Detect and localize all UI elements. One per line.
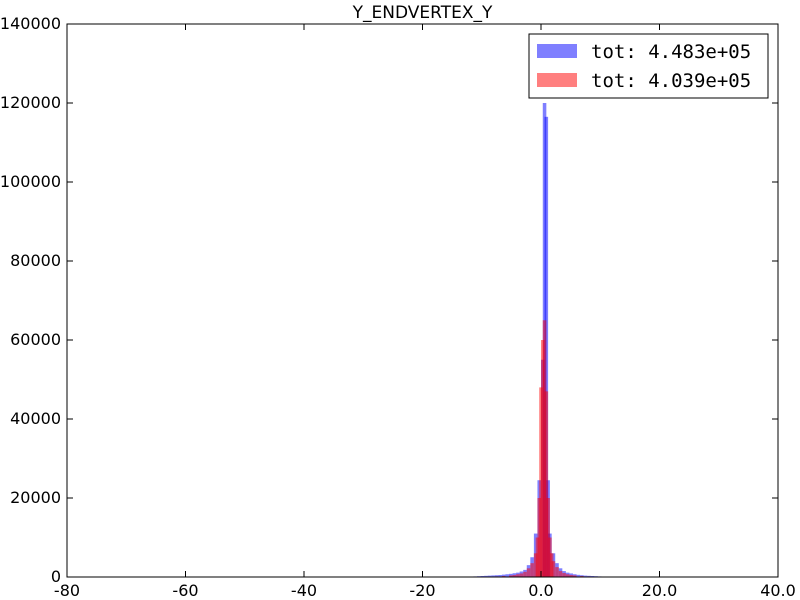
histogram-bar bbox=[569, 575, 573, 577]
legend: tot: 4.483e+05 tot: 4.039e+05 bbox=[528, 33, 769, 99]
legend-label: tot: 4.039e+05 bbox=[591, 70, 751, 92]
histogram-bar bbox=[544, 391, 549, 577]
histogram-bar bbox=[562, 573, 566, 577]
x-tick-label: 20.0 bbox=[642, 581, 678, 600]
y-tick-label: 20000 bbox=[10, 488, 61, 507]
histogram-bar bbox=[509, 575, 513, 577]
legend-label: tot: 4.483e+05 bbox=[591, 41, 751, 63]
histogram-bar bbox=[576, 574, 581, 577]
histogram-bar bbox=[484, 575, 488, 577]
histogram-bar bbox=[501, 574, 506, 577]
y-tick-label: 60000 bbox=[10, 330, 61, 349]
histogram-bar bbox=[535, 537, 540, 577]
histogram-bar bbox=[583, 575, 588, 577]
chart-title: Y_ENDVERTEX_Y bbox=[352, 3, 493, 23]
y-tick-label: 140000 bbox=[0, 14, 61, 33]
axis-ticks: -80 -60 -40 -20 0.0 20.0 40.0 0 20000 40000 60000 8… bbox=[0, 14, 796, 600]
histogram-bar bbox=[541, 340, 545, 577]
legend-swatch bbox=[537, 73, 577, 87]
x-tick-label: -20 bbox=[409, 581, 435, 600]
x-tick-label: 40.0 bbox=[760, 581, 796, 600]
histogram-bar bbox=[555, 567, 559, 578]
histogram-bar bbox=[558, 571, 563, 577]
bars-layer bbox=[473, 103, 605, 578]
histogram-bar bbox=[491, 575, 495, 577]
y-tick-label: 80000 bbox=[10, 251, 61, 270]
histogram-bar bbox=[526, 568, 531, 577]
legend-swatch bbox=[537, 44, 577, 58]
x-tick-label: 0.0 bbox=[528, 581, 553, 600]
histogram-bar bbox=[519, 573, 524, 577]
histogram-bar bbox=[498, 575, 502, 577]
x-tick-label: -80 bbox=[54, 581, 80, 600]
histogram-bar bbox=[523, 571, 527, 577]
histogram-bar bbox=[487, 575, 492, 577]
y-tick-label: 120000 bbox=[0, 93, 61, 112]
series-1 bbox=[487, 320, 598, 578]
y-tick-label: 100000 bbox=[0, 172, 61, 191]
histogram-bar bbox=[539, 387, 543, 577]
histogram-bar bbox=[565, 574, 570, 577]
histogram-bar bbox=[494, 575, 499, 577]
plot-frame bbox=[66, 23, 779, 578]
y-tick-label: 40000 bbox=[10, 409, 61, 428]
x-tick-label: -60 bbox=[172, 581, 198, 600]
histogram-bar bbox=[516, 574, 520, 577]
histogram-bar bbox=[505, 574, 509, 577]
x-tick-label: -40 bbox=[291, 581, 317, 600]
y-tick-label: 0 bbox=[51, 567, 61, 586]
histogram-bar bbox=[512, 575, 517, 577]
histogram-bar bbox=[551, 561, 556, 577]
histogram-bar bbox=[530, 563, 534, 577]
histogram-bar bbox=[573, 575, 577, 577]
